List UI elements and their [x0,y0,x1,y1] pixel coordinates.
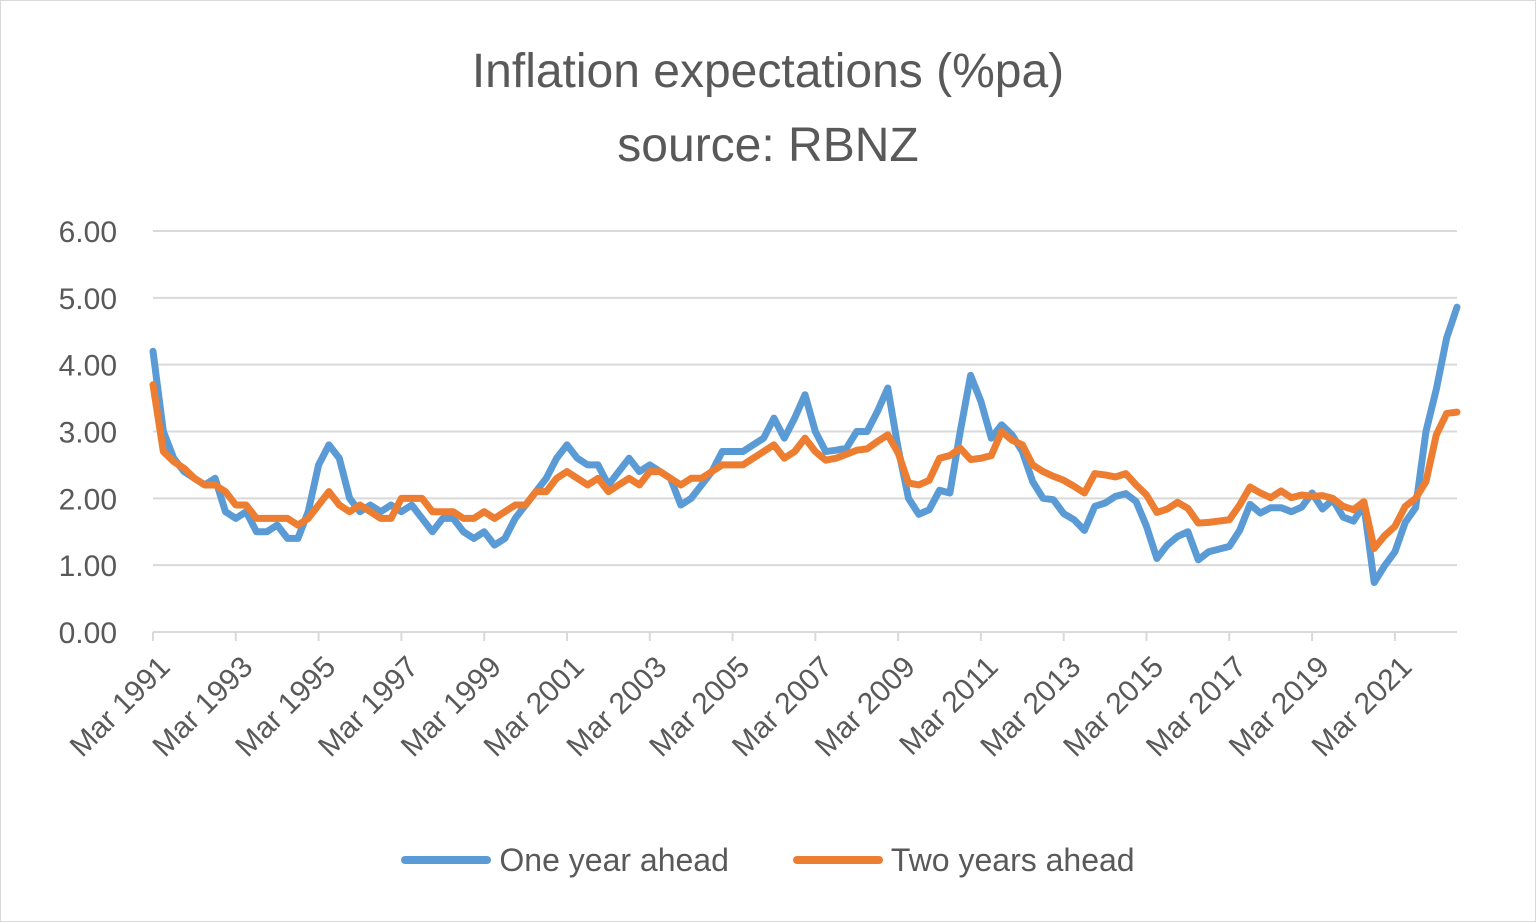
series-line-two-years-ahead [149,381,1461,552]
y-tick-label: 1.00 [59,550,117,583]
legend-item-one-year-ahead: One year ahead [401,842,729,879]
legend-item-two-years-ahead: Two years ahead [792,841,1135,879]
y-tick-label: 4.00 [59,350,117,383]
series-line-one-year-ahead [149,303,1461,587]
legend-label-two-years-ahead: Two years ahead [890,841,1135,878]
y-axis-ticks: 0.00 1.00 2.00 3.00 4.00 5.00 6.00 [59,216,117,650]
chart-subtitle: source: RBNZ [617,119,919,172]
legend-label-one-year-ahead: One year ahead [499,841,729,878]
legend-swatch-two-years-ahead [792,856,883,864]
y-tick-label: 3.00 [59,417,117,450]
legend: One year ahead Two years ahead [0,838,1536,882]
series-lines [149,303,1461,587]
y-tick-label: 0.00 [59,617,117,650]
y-tick-label: 5.00 [59,283,117,316]
gridlines [153,230,1457,567]
y-tick-label: 6.00 [59,216,117,249]
y-tick-label: 2.00 [59,483,117,516]
chart-title: Inflation expectations (%pa) [471,45,1065,98]
legend-swatch-one-year-ahead [401,856,492,864]
x-axis [152,631,1457,641]
